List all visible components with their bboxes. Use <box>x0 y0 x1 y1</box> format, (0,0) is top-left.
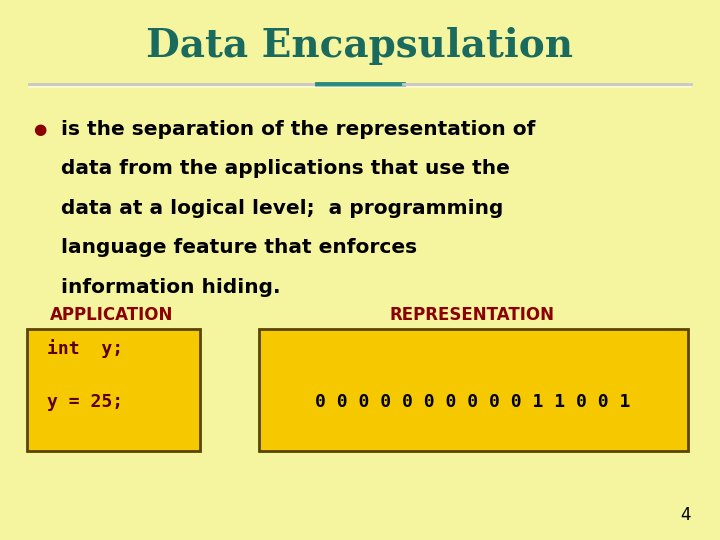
Text: information hiding.: information hiding. <box>61 278 281 296</box>
Text: data from the applications that use the: data from the applications that use the <box>61 159 510 178</box>
Text: APPLICATION: APPLICATION <box>50 306 174 324</box>
Text: REPRESENTATION: REPRESENTATION <box>389 306 554 324</box>
Text: int  y;: int y; <box>47 339 123 358</box>
Text: ●: ● <box>33 122 46 137</box>
Text: 0 0 0 0 0 0 0 0 0 0 1 1 0 0 1: 0 0 0 0 0 0 0 0 0 0 1 1 0 0 1 <box>315 393 631 411</box>
Text: y = 25;: y = 25; <box>47 393 123 411</box>
Text: 4: 4 <box>680 506 691 524</box>
Text: language feature that enforces: language feature that enforces <box>61 238 418 257</box>
FancyBboxPatch shape <box>27 329 200 451</box>
Text: is the separation of the representation of: is the separation of the representation … <box>61 120 536 139</box>
Text: data at a logical level;  a programming: data at a logical level; a programming <box>61 199 503 218</box>
FancyBboxPatch shape <box>259 329 688 451</box>
Text: Data Encapsulation: Data Encapsulation <box>146 27 574 65</box>
